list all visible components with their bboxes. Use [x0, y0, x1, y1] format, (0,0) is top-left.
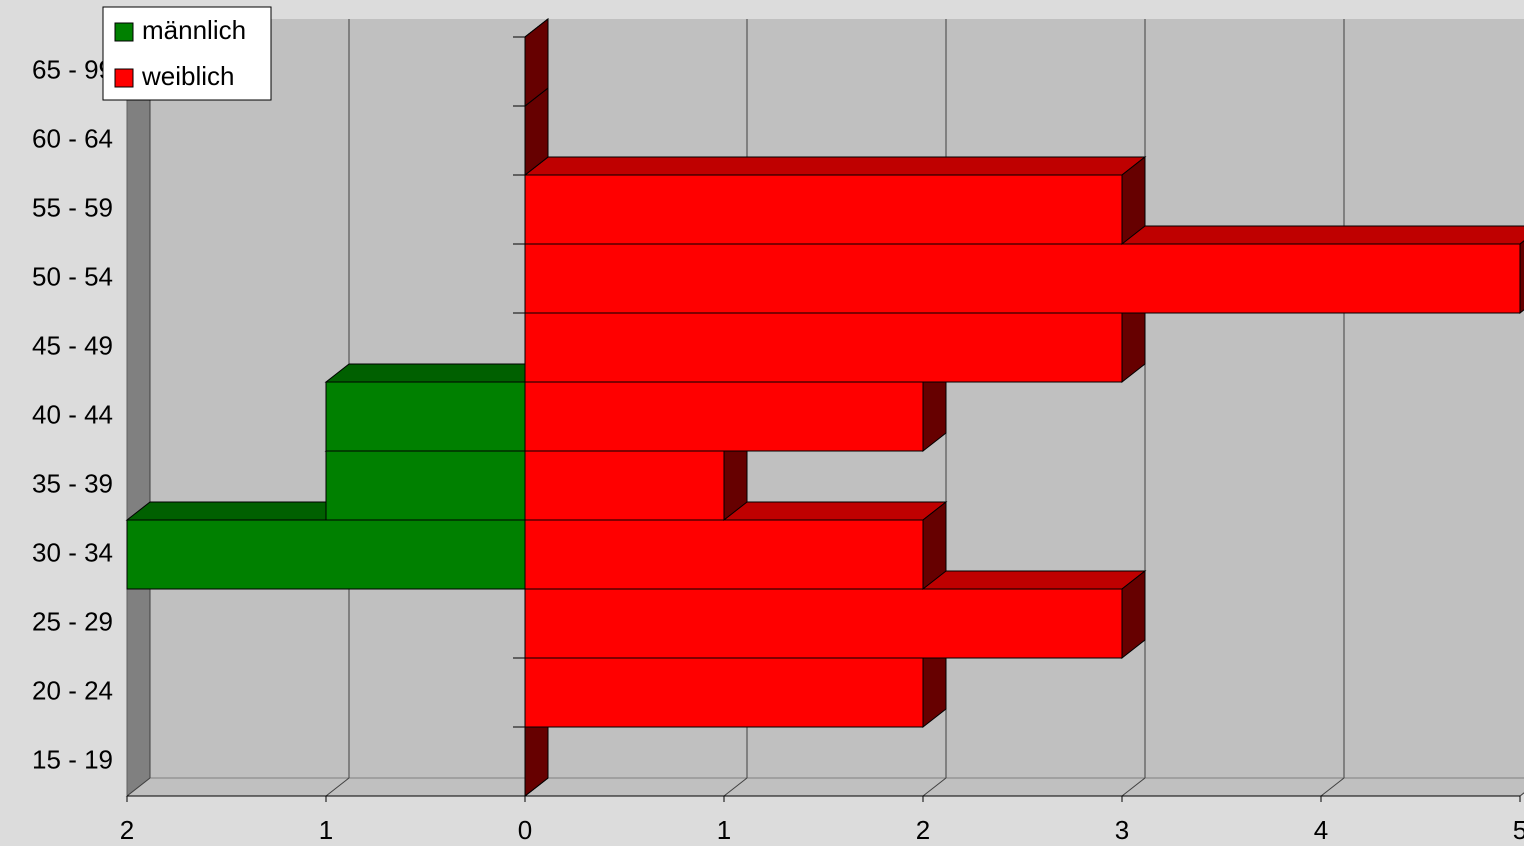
legend-swatch [114, 22, 134, 42]
floor [125, 777, 1524, 797]
y-tick-label: 25 - 29 [32, 606, 113, 636]
bar-top [523, 156, 1147, 176]
y-tick-label: 45 - 49 [32, 330, 113, 360]
floor-grid-line [1121, 777, 1146, 797]
y-tick-label: 35 - 39 [32, 468, 113, 498]
y-tick-label: 55 - 59 [32, 192, 113, 222]
bar [524, 450, 725, 521]
x-tick-label: 2 [916, 815, 930, 845]
y-tick-label: 50 - 54 [32, 261, 113, 291]
floor-grid-line [126, 777, 151, 797]
bar [524, 381, 924, 452]
legend: männlich weiblich [102, 6, 272, 101]
y-tick-label: 60 - 64 [32, 123, 113, 153]
side-wall [126, 17, 151, 798]
legend-label: weiblich [141, 61, 235, 91]
x-tick-label: 1 [717, 815, 731, 845]
x-tick-label: 3 [1115, 815, 1129, 845]
bar [524, 519, 924, 590]
x-tick-label: 5 [1513, 815, 1524, 845]
legend-label: männlich [142, 15, 246, 45]
floor-grid-line [723, 777, 748, 797]
y-tick-label: 20 - 24 [32, 675, 113, 705]
y-tick-label: 30 - 34 [32, 537, 113, 567]
bar [524, 174, 1123, 245]
x-tick-label: 2 [120, 815, 134, 845]
y-tick-label: 65 - 99 [32, 54, 113, 84]
bar-top [324, 363, 550, 383]
bar [126, 519, 526, 590]
legend-swatch [114, 68, 134, 88]
y-tick-label: 15 - 19 [32, 744, 113, 774]
bar [325, 381, 526, 452]
y-tick-label: 40 - 44 [32, 399, 113, 429]
bar [524, 243, 1521, 314]
floor-grid-line [1320, 777, 1345, 797]
x-tick-label: 4 [1314, 815, 1328, 845]
floor-grid-line [325, 777, 350, 797]
bar [325, 450, 526, 521]
bar [524, 657, 924, 728]
x-tick-label: 1 [319, 815, 333, 845]
bar [524, 588, 1123, 659]
bar [524, 312, 1123, 383]
x-tick-label: 0 [518, 815, 532, 845]
bar-side [524, 17, 549, 108]
floor-grid-line [922, 777, 947, 797]
